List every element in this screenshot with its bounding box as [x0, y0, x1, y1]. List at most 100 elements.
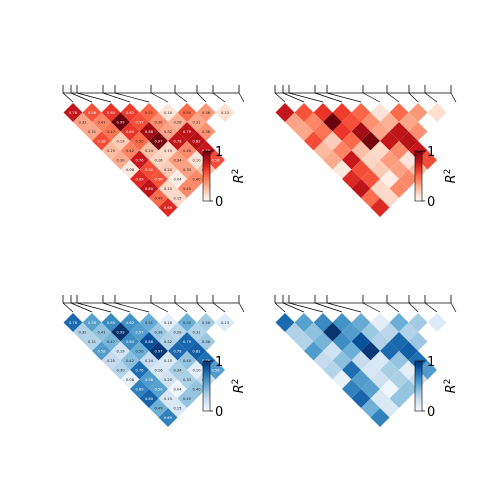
cell-value-label: 0.04 [173, 177, 182, 181]
marker-connector [274, 302, 286, 313]
marker-connector [196, 92, 207, 103]
colorbar-tick-label-max: 1 [427, 355, 435, 370]
cell-value-label: 0.16 [154, 368, 163, 372]
marker-connector [102, 92, 131, 103]
cell-value-label: 0.80 [145, 397, 154, 401]
marker-connector [288, 92, 324, 103]
colorbar-tick-label-max: 1 [215, 145, 223, 160]
marker-connector [386, 302, 400, 313]
cell-value-label: 0.40 [192, 177, 201, 181]
cell-value-label: 0.36 [202, 111, 211, 115]
cell-value-label: 0.58 [97, 139, 106, 143]
marker-connector [212, 92, 226, 103]
cell-value-label: 0.08 [126, 168, 135, 172]
cell-value-label: 0.56 [154, 177, 163, 181]
cell-value-label: 0.10 [192, 368, 201, 372]
cell-value-label: 0.58 [211, 158, 220, 162]
cell-value-label: 0.19 [116, 139, 125, 143]
cell-value-label: 0.28 [173, 120, 182, 124]
cell-value-label: 0.10 [164, 321, 173, 325]
cell-value-label: 0.50 [135, 139, 144, 143]
marker-connector [288, 302, 324, 313]
marker-connector [62, 92, 74, 103]
cell-value-label: 0.30 [116, 158, 125, 162]
cell-value-label: 0.36 [202, 321, 211, 325]
colorbar-tick-label-min: 0 [215, 195, 223, 210]
marker-connector [150, 92, 169, 103]
marker-connector [314, 302, 343, 313]
colorbar: 1 0 R2 [414, 355, 459, 420]
marker-connector [326, 302, 362, 313]
marker-ticks [274, 85, 457, 103]
marker-connector [408, 92, 419, 103]
marker-connector [150, 302, 169, 313]
marker-connector [238, 302, 245, 313]
cell-value-label: 0.15 [164, 359, 172, 363]
cell-value-label: 0.41 [97, 330, 105, 334]
marker-connector [62, 302, 74, 313]
marker-connector [450, 302, 457, 313]
cell-value-label: 0.38 [154, 330, 163, 334]
cell-value-label: 0.76 [135, 158, 144, 162]
cell-value-label: 0.82 [192, 139, 200, 143]
colorbar-label: R2 [443, 169, 459, 184]
cell-value-label: 0.30 [116, 368, 125, 372]
cell-value-label: 0.34 [173, 158, 182, 162]
cell-value-label: 0.69 [164, 206, 173, 210]
marker-connector [76, 92, 112, 103]
cell-value-label: 0.97 [154, 139, 162, 143]
cell-value-label: 0.32 [78, 330, 86, 334]
marker-connector [76, 302, 112, 313]
cell-value-label: 0.58 [97, 349, 106, 353]
cell-value-label: 0.88 [145, 130, 154, 134]
cell-value-label: 0.32 [164, 130, 172, 134]
marker-connector [114, 92, 150, 103]
cell-value-label: 0.28 [173, 330, 182, 334]
cell-value-label: 0.62 [126, 321, 134, 325]
cell-value-label: 0.15 [173, 406, 181, 410]
cell-value-label: 0.08 [126, 378, 135, 382]
cell-value-label: 0.50 [183, 321, 192, 325]
cell-value-label: 0.40 [192, 387, 201, 391]
marker-ticks [62, 85, 245, 103]
panel-bottom-right: 1 0 R2 [274, 295, 459, 427]
cell-value-label: 0.32 [164, 340, 172, 344]
colorbar-gradient [202, 360, 211, 412]
marker-connector [408, 302, 419, 313]
heatmap-cell [215, 103, 235, 122]
heatmap-cells [275, 313, 447, 427]
colorbar-tick-label-min: 0 [427, 195, 435, 210]
heatmap-cells: 0.78 0.56 0.65 0.62 0.51 0.10 0.50 0.36 0.13 0.32… [63, 103, 235, 217]
colorbar-tick-label-max: 1 [215, 355, 223, 370]
cell-value-label: 0.04 [173, 387, 182, 391]
cell-value-label: 0.62 [126, 111, 134, 115]
marker-connector [424, 92, 438, 103]
cell-value-label: 0.13 [221, 321, 229, 325]
marker-connector [450, 92, 457, 103]
cell-value-label: 0.15 [164, 187, 172, 191]
cell-value-label: 0.20 [164, 378, 173, 382]
cell-value-label: 0.65 [107, 321, 115, 325]
colorbar-label: R2 [443, 379, 459, 394]
cell-value-label: 0.41 [97, 120, 105, 124]
cell-value-label: 0.97 [154, 349, 162, 353]
marker-connector [362, 302, 381, 313]
heatmap-cell [158, 408, 178, 427]
marker-connector [326, 92, 362, 103]
colorbar: 1 0 R2 [414, 145, 459, 210]
heatmap-cell [215, 313, 235, 332]
cell-value-label: 0.49 [154, 196, 163, 200]
colorbar: 1 0 R2 [202, 355, 247, 420]
cell-value-label: 0.40 [183, 359, 192, 363]
cell-value-label: 0.15 [164, 397, 172, 401]
cell-value-label: 0.57 [135, 120, 143, 124]
cell-value-label: 0.78 [69, 111, 78, 115]
heatmap-cell [427, 103, 447, 122]
marker-connector [174, 302, 188, 313]
cell-value-label: 0.16 [154, 158, 163, 162]
cell-value-label: 0.79 [183, 130, 192, 134]
heatmap-cell [370, 198, 390, 217]
heatmap-cell [158, 198, 178, 217]
cell-value-label: 0.47 [107, 130, 115, 134]
